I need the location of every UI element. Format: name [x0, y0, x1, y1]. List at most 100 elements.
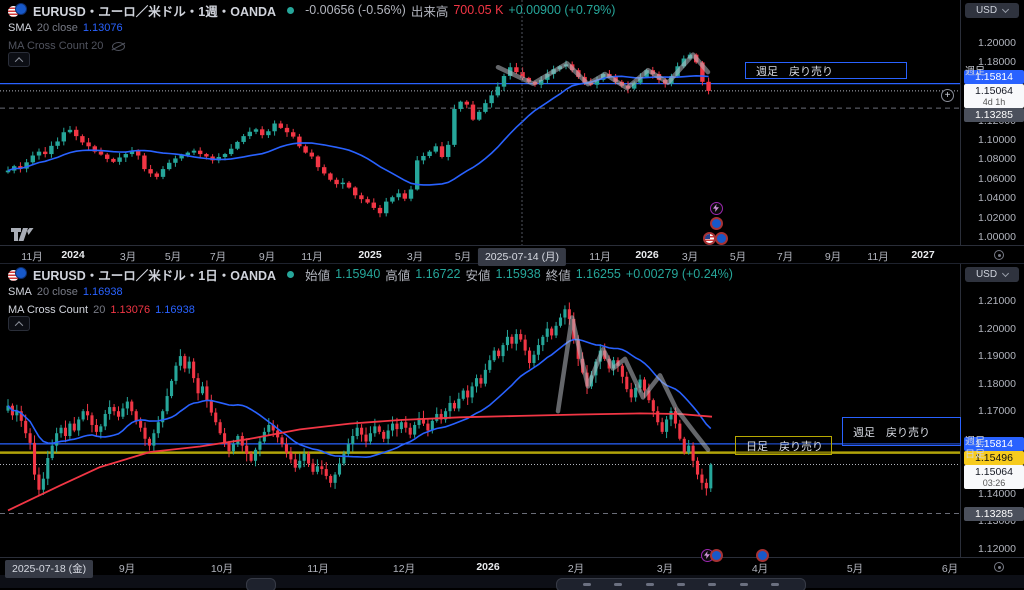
daily-chart-panel: 日足 戻り売り 週足 戻り売り EURUSD・ユーロ／米ドル・1日・OANDA …	[0, 228, 1024, 578]
event-eu-flag-icon[interactable]	[709, 548, 723, 562]
daily-sma-param: 20 close	[36, 286, 78, 298]
toolbar-icon[interactable]	[582, 583, 591, 586]
price-badge-gray[interactable]: 1.13285	[964, 108, 1024, 122]
price-tick: 1.17000	[978, 405, 1016, 418]
low-value: 1.15938	[495, 267, 541, 281]
price-badge-gray[interactable]: 1.13285	[964, 507, 1024, 521]
toolbar-icon[interactable]	[614, 583, 623, 586]
time-tick: 11月	[867, 251, 889, 263]
mini-toolbar-fragment[interactable]	[246, 578, 276, 590]
daily-weekly-note-box[interactable]: 週足 戻り売り	[842, 417, 961, 446]
weekly-macross-label[interactable]: MA Cross Count 20	[8, 40, 104, 52]
time-tick: 9月	[824, 251, 842, 263]
time-tick: 4月	[751, 563, 769, 575]
daily-collapse-button[interactable]	[8, 316, 30, 331]
daily-macross-value-2: 1.16938	[155, 304, 195, 316]
weekly-sma-param: 20 close	[36, 22, 78, 34]
weekly-candlestick-plot[interactable]	[0, 0, 960, 245]
time-tick: 2月	[567, 563, 585, 575]
currency-label: USD	[975, 269, 998, 280]
price-badge-white[interactable]: 1.15064 4d 1h	[964, 84, 1024, 108]
event-flash-icon[interactable]	[709, 201, 723, 215]
daily-note-text: 日足 戻り売り	[746, 440, 823, 453]
open-value: 1.15940	[335, 267, 381, 281]
price-tick: 1.19000	[978, 350, 1016, 363]
axis-settings-icon[interactable]	[994, 562, 1004, 572]
price-badge-yellow[interactable]: 1.15496	[964, 451, 1024, 465]
daily-symbol-title[interactable]: EURUSD・ユーロ／米ドル・1日・OANDA	[33, 268, 277, 283]
time-tick: 5月	[846, 563, 864, 575]
toolbar-icon[interactable]	[676, 583, 685, 586]
toolbar-icon[interactable]	[645, 583, 654, 586]
weekly-sma-value: 1.13076	[82, 22, 123, 34]
chart-toolbar-fragment[interactable]	[556, 578, 806, 590]
price-badge-blue[interactable]: 1.15814	[964, 70, 1024, 84]
price-tick: 1.10000	[978, 134, 1016, 146]
daily-weekly-note-text: 週足 戻り売り	[853, 426, 930, 439]
time-tick: 3月	[406, 251, 424, 263]
high-label: 高値	[385, 268, 411, 283]
sma20-line	[7, 74, 709, 186]
event-us-flag-icon[interactable]	[702, 231, 716, 245]
weekly-price-scale[interactable]: USD 1.200001.180001.120001.100001.080001…	[960, 0, 1024, 263]
open-label: 始値	[305, 268, 331, 283]
time-tick: 9月	[258, 251, 276, 263]
daily-sma-label[interactable]: SMA	[8, 286, 32, 298]
time-tick: 9月	[118, 563, 136, 575]
slow-ma-line	[7, 412, 713, 512]
weekly-sma-label[interactable]: SMA	[8, 22, 32, 34]
daily-note-box[interactable]: 日足 戻り売り	[735, 436, 832, 455]
price-badge-white[interactable]: 1.15064 03:26	[964, 465, 1024, 489]
weekly-symbol-title[interactable]: EURUSD・ユーロ／米ドル・1週・OANDA	[33, 4, 277, 19]
crosshair-date-label: 2025-07-18 (金)	[5, 559, 94, 578]
high-value: 1.16722	[415, 267, 461, 281]
time-tick: 2024	[61, 249, 85, 261]
axis-settings-icon[interactable]	[994, 250, 1004, 260]
chevron-up-icon	[14, 320, 24, 330]
eye-off-icon[interactable]	[112, 41, 126, 51]
time-tick: 5月	[729, 251, 747, 263]
weekly-time-axis[interactable]: 11月 2024 3月 5月 7月 9月 11月 2025 3月 5月 9月 11月 2026 3月 5月 7…	[0, 245, 1024, 266]
daily-macross-param: 20	[93, 304, 106, 316]
time-tick: 5月	[454, 251, 472, 263]
toolbar-icon[interactable]	[771, 583, 780, 586]
daily-currency-button[interactable]: USD	[965, 267, 1019, 282]
price-tick: 1.12000	[978, 542, 1016, 555]
price-tick: 1.14000	[978, 487, 1016, 500]
event-eu-flag-icon[interactable]	[755, 548, 769, 562]
time-tick: 3月	[119, 251, 137, 263]
daily-time-axis[interactable]: 9月 10月 11月 12月 2026 2月 3月 4月 5月 6月 2025-07-18 (金)	[0, 557, 1024, 578]
event-eu-flag-icon[interactable]	[714, 231, 728, 245]
daily-macross-value-1: 1.13076	[110, 304, 151, 316]
crosshair-date-label: 2025-07-14 (月)	[477, 247, 567, 266]
time-tick: 5月	[164, 251, 182, 263]
event-eu-flag-icon[interactable]	[709, 216, 723, 230]
daily-legend: EURUSD・ユーロ／米ドル・1日・OANDA 始値 1.15940 高値 1.…	[8, 264, 733, 318]
price-tick: 1.04000	[978, 192, 1016, 205]
time-tick: 2027	[911, 249, 935, 261]
add-alert-plus-icon[interactable]: +	[941, 89, 954, 102]
daily-candlestick-plot[interactable]	[0, 264, 960, 557]
symbol-logo-icon	[8, 267, 28, 281]
time-tick: 2026	[635, 249, 659, 261]
toolbar-icon[interactable]	[739, 583, 748, 586]
price-badge-blue[interactable]: 1.15814	[964, 437, 1024, 451]
sma20-line	[7, 338, 712, 459]
close-value: 1.16255	[575, 267, 621, 281]
weekly-change-negative: -0.00656 (-0.56%)	[305, 3, 406, 17]
candles	[6, 302, 713, 496]
weekly-collapse-button[interactable]	[8, 52, 30, 67]
time-tick: 11月	[301, 251, 323, 263]
daily-price-scale[interactable]: USD 1.21000 1.20000 1.19000 1.18000 1.17000 1…	[960, 264, 1024, 574]
time-tick: 11月	[589, 251, 611, 263]
time-tick: 10月	[210, 563, 234, 575]
zigzag-drawing	[555, 315, 711, 453]
zigzag-drawing	[495, 52, 711, 91]
time-tick: 6月	[941, 563, 959, 575]
daily-macross-label[interactable]: MA Cross Count	[8, 304, 89, 316]
price-tick: 1.18000	[978, 377, 1016, 390]
tradingview-logo[interactable]	[10, 226, 34, 242]
toolbar-icon[interactable]	[708, 583, 717, 586]
weekly-note-box[interactable]: 週足 戻り売り	[745, 62, 907, 79]
weekly-currency-button[interactable]: USD	[965, 3, 1019, 18]
